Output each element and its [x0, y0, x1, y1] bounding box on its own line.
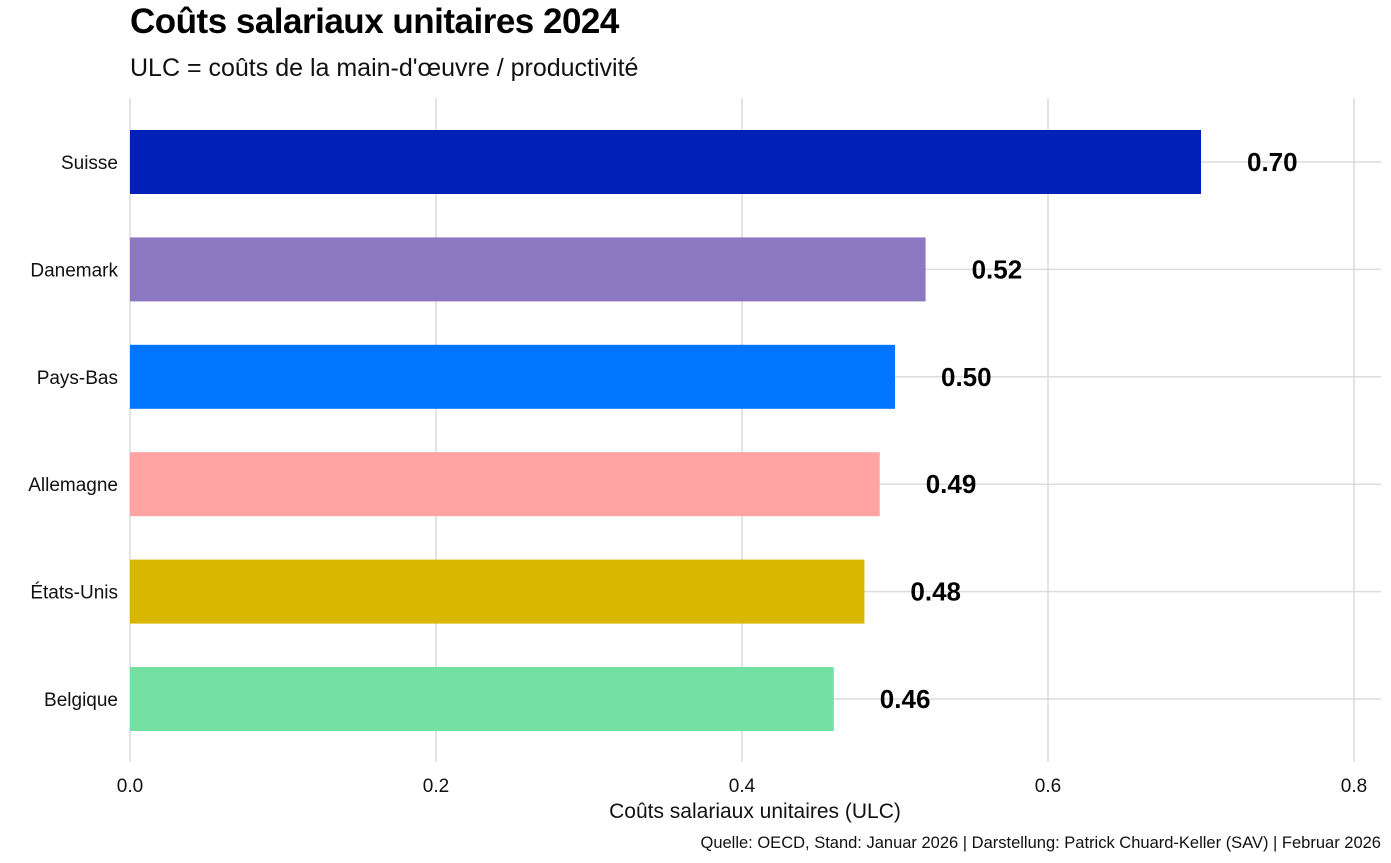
x-tick-label: 0.2 [423, 776, 449, 797]
bars [130, 130, 1201, 731]
source-caption: Quelle: OECD, Stand: Januar 2026 | Darst… [700, 834, 1381, 852]
y-category-label: Suisse [61, 153, 118, 174]
y-category-label: États-Unis [30, 583, 118, 604]
value-label: 0.48 [910, 577, 961, 607]
bar-etats-unis [130, 559, 865, 624]
x-tick-label: 0.6 [1035, 776, 1061, 797]
x-tick-label: 0.8 [1341, 776, 1367, 797]
vertical-gridlines [129, 98, 1355, 762]
value-label: 0.46 [880, 684, 931, 714]
value-label: 0.49 [926, 469, 977, 499]
x-axis-tick-labels: 0.0 0.2 0.4 0.6 0.8 [117, 776, 1367, 797]
bar-suisse [130, 130, 1201, 194]
y-category-label: Belgique [44, 690, 118, 711]
x-axis-title: Coûts salariaux unitaires (ULC) [609, 800, 901, 823]
x-tick-label: 0.0 [117, 776, 143, 797]
value-label: 0.70 [1247, 147, 1298, 177]
x-tick-label: 0.4 [729, 776, 756, 797]
value-label: 0.52 [972, 254, 1023, 284]
bar-allemagne [130, 452, 880, 517]
bar-pays-bas [130, 344, 895, 409]
y-category-label: Danemark [30, 260, 118, 281]
value-labels: 0.70 0.52 0.50 0.49 0.48 0.46 [880, 147, 1298, 714]
y-axis-labels: Suisse Danemark Pays-Bas Allemagne États-Uni… [28, 153, 118, 711]
value-label: 0.50 [941, 362, 992, 392]
y-category-label: Pays-Bas [37, 368, 118, 389]
chart-title: Coûts salariaux unitaires 2024 [130, 2, 619, 41]
bar-belgique [130, 667, 834, 731]
chart-subtitle: ULC = coûts de la main-d'œuvre / product… [130, 54, 639, 82]
bar-danemark [130, 237, 926, 302]
y-category-label: Allemagne [28, 475, 118, 496]
